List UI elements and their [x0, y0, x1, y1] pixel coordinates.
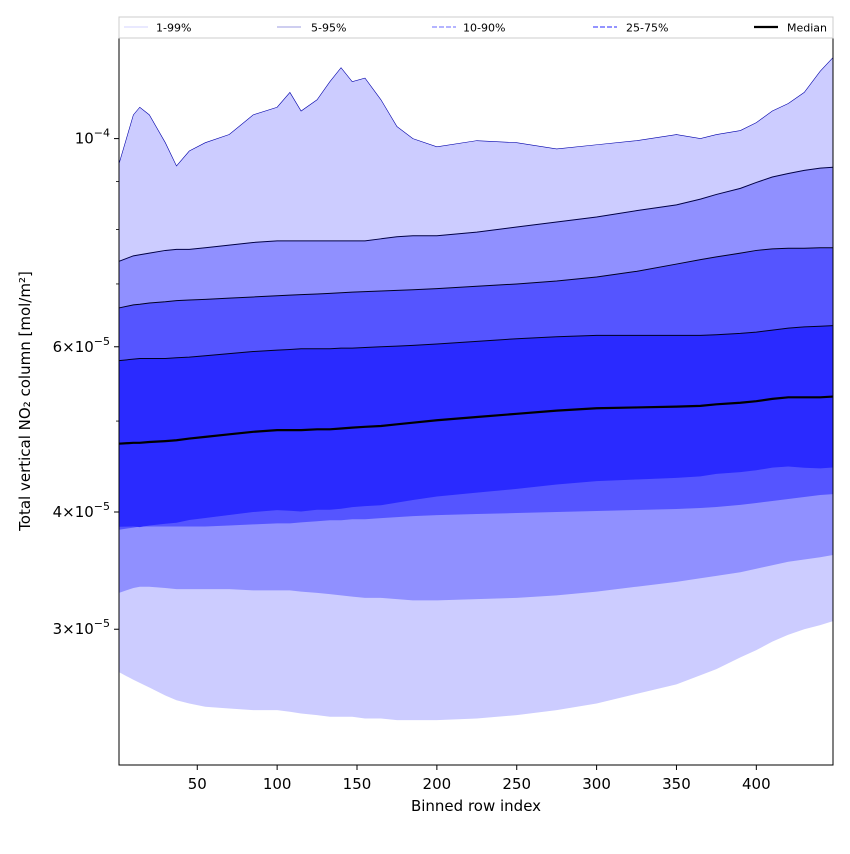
- y-tick-label: 3×10−5: [53, 617, 110, 638]
- legend-label: 1-99%: [156, 22, 191, 35]
- x-tick-label: 300: [582, 775, 611, 793]
- y-axis: 10−4 6×10−5 4×10−5 3×10−5: [53, 127, 119, 638]
- x-tick-label: 150: [343, 775, 372, 793]
- band-upper-line-25-75pct: [118, 325, 834, 362]
- x-axis: 50 100 150 200 250 300 350 400: [188, 765, 771, 793]
- x-tick-label: 350: [662, 775, 691, 793]
- median-line: [118, 395, 834, 445]
- x-tick-label: 100: [263, 775, 292, 793]
- y-tick-label: 10−4: [75, 127, 110, 148]
- legend: 1-99% 5-95% 10-90% 25-75% Median: [118, 16, 834, 39]
- y-axis-label: Total vertical NO₂ column [mol/m²]: [16, 271, 34, 532]
- legend-box: [118, 16, 834, 39]
- legend-label: 5-95%: [311, 22, 346, 35]
- x-tick-label: 200: [423, 775, 452, 793]
- x-tick-label: 400: [742, 775, 771, 793]
- band-upper-line-5-95pct: [118, 166, 834, 262]
- y-tick-label: 6×10−5: [53, 335, 110, 356]
- legend-label: Median: [787, 22, 827, 35]
- x-tick-label: 250: [502, 775, 531, 793]
- band-25-75pct: [119, 325, 833, 528]
- legend-label: 25-75%: [626, 22, 668, 35]
- band-upper-line-1-99pct: [118, 57, 834, 167]
- x-axis-label: Binned row index: [411, 797, 541, 815]
- legend-label: 10-90%: [463, 22, 505, 35]
- y-tick-label: 4×10−5: [53, 500, 110, 521]
- x-tick-label: 50: [188, 775, 207, 793]
- bands-layer: [119, 57, 833, 721]
- band-upper-line-10-90pct: [118, 247, 833, 309]
- lines-layer: [118, 57, 834, 445]
